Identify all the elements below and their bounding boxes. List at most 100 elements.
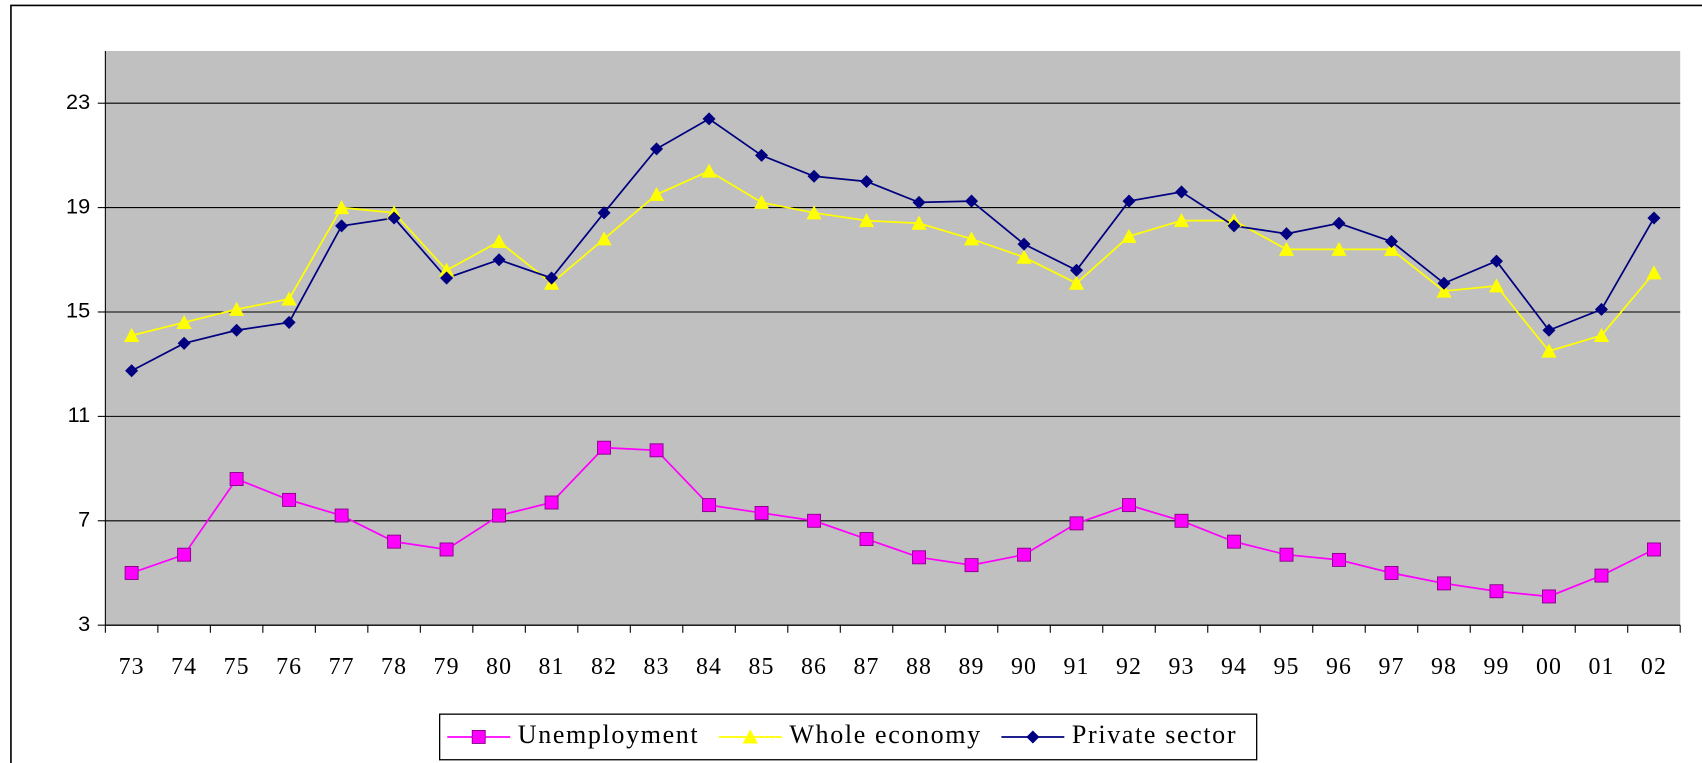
marker xyxy=(492,253,506,267)
x-tick-label: 89 xyxy=(959,654,985,680)
x-tick-label: 82 xyxy=(591,654,617,680)
marker xyxy=(229,301,245,316)
marker xyxy=(1646,265,1662,280)
marker xyxy=(1331,241,1347,256)
x-tick-label: 80 xyxy=(486,654,512,680)
marker xyxy=(387,534,402,549)
marker xyxy=(648,186,665,202)
x-tick-label: 91 xyxy=(1064,654,1090,680)
marker xyxy=(1069,516,1084,531)
marker xyxy=(963,231,980,246)
x-tick-label: 92 xyxy=(1116,654,1142,680)
marker xyxy=(176,314,192,329)
marker xyxy=(1068,275,1085,290)
marker xyxy=(1017,237,1031,251)
marker xyxy=(1489,584,1504,599)
marker xyxy=(1017,547,1031,562)
x-tick-label: 93 xyxy=(1168,654,1194,680)
marker xyxy=(1542,589,1556,604)
marker xyxy=(807,513,821,528)
x-tick-label: 75 xyxy=(224,654,250,680)
legend-label: Whole economy xyxy=(789,720,981,749)
x-tick-label: 87 xyxy=(854,654,880,680)
marker xyxy=(701,163,717,178)
marker xyxy=(124,327,140,342)
marker xyxy=(440,271,454,285)
x-tick-label: 83 xyxy=(644,654,670,680)
legend-box xyxy=(439,713,1258,761)
x-tick-label: 74 xyxy=(171,654,197,680)
marker xyxy=(860,174,874,189)
x-tick-label: 84 xyxy=(696,654,722,680)
marker xyxy=(1174,185,1189,199)
marker xyxy=(1227,534,1241,549)
plot-area xyxy=(105,51,1681,626)
x-tick-label: 77 xyxy=(329,654,355,680)
x-tick-label: 79 xyxy=(434,654,460,680)
x-tick-label: 95 xyxy=(1273,654,1299,680)
x-tick-label: 86 xyxy=(801,654,827,680)
marker xyxy=(1437,276,1451,290)
marker xyxy=(1332,216,1346,230)
x-tick-label: 85 xyxy=(749,654,775,680)
marker xyxy=(911,215,927,230)
marker xyxy=(596,231,612,246)
x-tick-label: 73 xyxy=(119,654,145,680)
y-tick-label: 7 xyxy=(78,507,90,532)
marker xyxy=(1279,547,1294,562)
marker xyxy=(1384,566,1399,580)
series-line xyxy=(131,170,1655,353)
x-tick-label: 97 xyxy=(1378,654,1404,680)
legend: Unemployment Whole economy Private sector xyxy=(439,713,1258,761)
y-tick-label: 19 xyxy=(66,193,90,218)
marker xyxy=(1383,241,1400,256)
marker xyxy=(1488,278,1505,293)
marker xyxy=(1541,343,1557,358)
marker xyxy=(439,542,454,557)
marker xyxy=(177,547,192,562)
marker xyxy=(649,443,664,458)
marker xyxy=(1016,249,1032,264)
marker xyxy=(597,206,611,220)
marker xyxy=(334,508,349,523)
y-tick-label: 3 xyxy=(78,611,90,636)
x-tick-label: 00 xyxy=(1536,654,1562,680)
marker xyxy=(333,200,350,215)
x-tick-label: 88 xyxy=(906,654,932,680)
legend-marker xyxy=(471,730,486,744)
marker xyxy=(1593,327,1610,342)
marker xyxy=(1174,513,1189,528)
x-tick-label: 81 xyxy=(539,654,565,680)
marker xyxy=(858,213,875,228)
x-tick-label: 78 xyxy=(381,654,407,680)
legend-marker xyxy=(742,729,758,744)
marker xyxy=(229,472,244,486)
marker xyxy=(492,508,507,523)
marker xyxy=(491,233,507,249)
x-tick-label: 76 xyxy=(276,654,302,680)
marker xyxy=(912,550,926,565)
marker xyxy=(912,195,926,209)
marker xyxy=(438,262,455,277)
y-tick-label: 11 xyxy=(68,402,91,427)
x-tick-label: 02 xyxy=(1641,654,1667,680)
marker xyxy=(1594,568,1609,583)
marker xyxy=(1647,542,1661,557)
x-tick-label: 96 xyxy=(1326,654,1352,680)
marker xyxy=(1332,552,1346,567)
marker xyxy=(1173,213,1190,228)
marker xyxy=(544,495,559,510)
x-tick-label: 98 xyxy=(1431,654,1457,680)
marker xyxy=(859,532,874,546)
y-tick-label: 23 xyxy=(66,89,90,114)
legend-label: Unemployment xyxy=(518,720,699,749)
x-tick-label: 01 xyxy=(1588,654,1614,680)
marker xyxy=(964,558,979,573)
series-line xyxy=(131,117,1655,372)
x-tick-label: 99 xyxy=(1483,654,1509,680)
marker xyxy=(282,492,297,507)
marker xyxy=(1122,498,1136,513)
marker xyxy=(1436,283,1452,298)
